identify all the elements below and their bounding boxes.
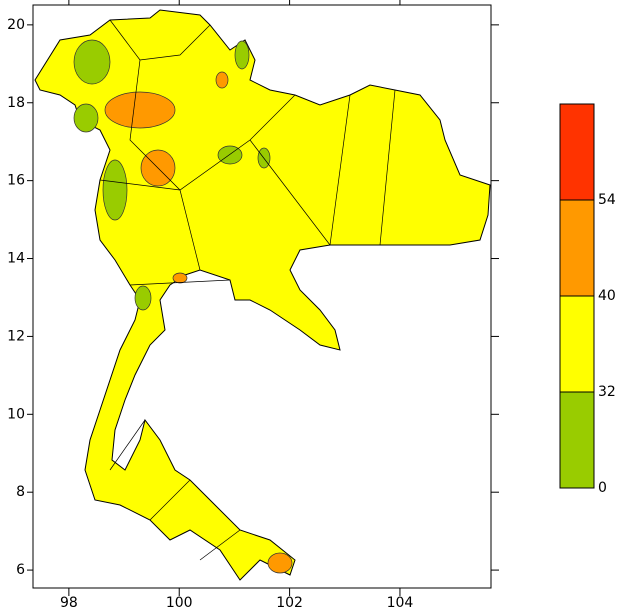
- zone-high: [267, 552, 293, 574]
- zone-high: [215, 71, 229, 89]
- colorbar-label: 40: [598, 288, 616, 304]
- plot-frame: [32, 4, 492, 589]
- zone-high: [104, 91, 176, 129]
- zone-low: [102, 159, 128, 221]
- x-tick-label: 98: [60, 595, 78, 610]
- zone-low: [234, 40, 250, 70]
- zone-low: [134, 285, 152, 311]
- colorbar-segment: [559, 103, 595, 201]
- colorbar-segment: [559, 295, 595, 393]
- land: [34, 9, 491, 581]
- zone-low: [73, 103, 99, 133]
- y-tick-label: 8: [16, 484, 25, 500]
- zone-high: [172, 272, 188, 284]
- y-tick-label: 18: [7, 95, 25, 111]
- y-tick-label: 16: [7, 173, 25, 189]
- y-tick-label: 20: [7, 17, 25, 33]
- colorbar-label: 32: [598, 384, 616, 400]
- y-tick-label: 12: [7, 328, 25, 344]
- map-shapes: [34, 9, 491, 581]
- y-tick-label: 14: [7, 251, 25, 267]
- colorbar-label: 54: [598, 192, 616, 208]
- x-tick-label: 100: [166, 595, 193, 610]
- province-borders: [99, 19, 396, 561]
- colorbar-label: 0: [598, 480, 607, 496]
- y-tick-label: 10: [7, 406, 25, 422]
- zone-low: [73, 39, 111, 85]
- x-tick-label: 104: [387, 595, 414, 610]
- zone-low: [217, 145, 243, 165]
- y-tick-label: 6: [16, 562, 25, 578]
- colorbar-segment: [559, 391, 595, 489]
- colorbar-segment: [559, 199, 595, 297]
- x-tick-label: 102: [276, 595, 303, 610]
